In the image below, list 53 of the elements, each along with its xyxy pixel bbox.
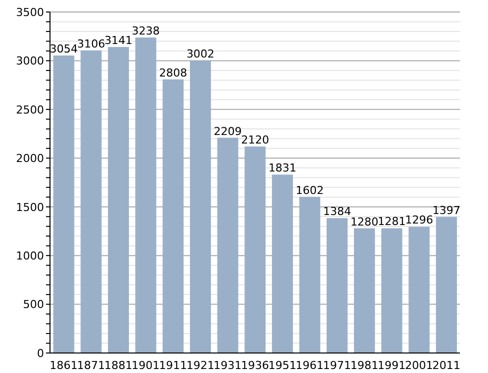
data-label: 3106 [77, 37, 106, 50]
x-tick-label: 1991 [378, 358, 406, 372]
data-label: 2120 [241, 133, 270, 146]
bar [80, 50, 102, 353]
y-tick-label: 1500 [16, 200, 44, 214]
bar [217, 138, 238, 353]
data-label: 3054 [50, 42, 78, 56]
x-tick-label: 1981 [350, 358, 378, 372]
data-label: 2209 [214, 124, 242, 138]
x-tick-label: 1931 [214, 358, 242, 372]
y-tick-label: 0 [37, 346, 44, 360]
data-label: 1602 [296, 184, 324, 197]
data-label: 1280 [350, 215, 378, 228]
bar [436, 216, 457, 353]
y-tick-label: 3500 [16, 6, 44, 19]
data-label: 3141 [104, 34, 132, 47]
bar [354, 228, 375, 353]
bar [244, 146, 266, 353]
x-tick-label: 2011 [432, 358, 460, 372]
data-label: 1296 [405, 214, 434, 227]
data-label: 1831 [268, 162, 296, 175]
x-tick-label: 2001 [405, 358, 433, 372]
y-tick-label: 1000 [16, 249, 44, 262]
bar [408, 226, 430, 353]
data-label: 2808 [159, 66, 188, 80]
bar [381, 228, 402, 353]
y-tick-label: 500 [23, 298, 44, 312]
bar [299, 196, 320, 353]
x-tick-label: 1961 [296, 358, 324, 372]
x-tick-label: 1871 [77, 358, 105, 372]
x-tick-label: 1951 [268, 358, 296, 372]
bar [162, 79, 184, 353]
data-label: 1281 [378, 215, 406, 228]
bar [135, 38, 156, 353]
y-tick-label: 2500 [16, 103, 44, 116]
bar [190, 60, 211, 353]
y-tick-label: 3000 [16, 54, 44, 68]
data-label: 1397 [432, 204, 460, 217]
bar [272, 174, 293, 353]
data-label: 1384 [323, 205, 352, 218]
x-tick-label: 1911 [159, 358, 187, 372]
x-tick-label: 1971 [323, 358, 351, 372]
y-tick-label: 2000 [16, 152, 44, 166]
x-tick-label: 1901 [132, 358, 160, 372]
x-tick-label: 1936 [241, 358, 269, 372]
bar [108, 46, 129, 353]
x-tick-label: 1921 [186, 358, 214, 372]
data-label: 3238 [132, 24, 160, 38]
x-tick-label: 1881 [104, 358, 132, 372]
bar [53, 55, 74, 353]
bar [326, 218, 348, 353]
x-tick-label: 1861 [50, 358, 78, 372]
data-label: 3002 [186, 48, 214, 61]
